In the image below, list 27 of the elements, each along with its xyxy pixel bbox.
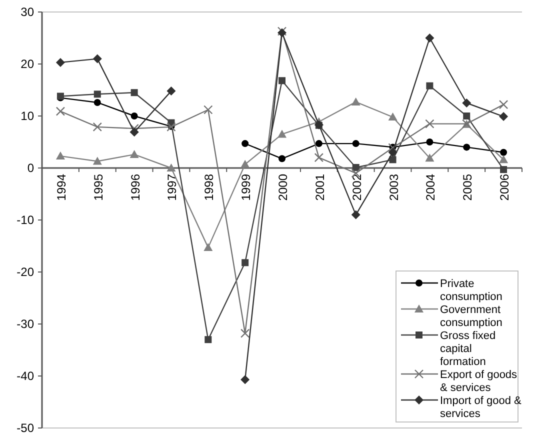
x-tick-label: 1996 <box>128 174 142 201</box>
y-tick-label: 10 <box>20 109 34 123</box>
legend-label: Private consumption <box>440 278 502 303</box>
x-tick-label: 2000 <box>276 174 290 201</box>
y-tick-label: -20 <box>16 265 34 279</box>
y-tick-label: -50 <box>16 421 34 435</box>
x-tick-label: 2005 <box>460 174 475 201</box>
y-tick-label: -30 <box>16 317 34 331</box>
legend-label: Import of good & services <box>440 395 522 420</box>
x-tick-label: 1999 <box>239 174 254 201</box>
y-tick-label: 0 <box>27 161 34 175</box>
y-tick-label: 30 <box>20 5 34 19</box>
x-tick-label: 2004 <box>424 174 438 201</box>
y-tick-label: -10 <box>16 213 34 227</box>
x-tick-label: 1994 <box>54 174 68 201</box>
x-tick-label: 2003 <box>386 174 401 201</box>
x-tick-label: 1995 <box>91 174 106 201</box>
x-tick-label: 2001 <box>312 174 327 201</box>
x-tick-label: 2006 <box>498 174 512 201</box>
legend-label: Government consumption <box>440 304 502 329</box>
legend-label: Gross fixed capital formation <box>440 330 496 368</box>
legend-label: Export of goods & services <box>440 369 518 394</box>
y-tick-label: -40 <box>16 369 34 383</box>
x-tick-label: 1998 <box>202 174 216 201</box>
x-tick-label: 2002 <box>350 174 364 201</box>
y-tick-label: 20 <box>20 57 34 71</box>
x-tick-label: 1997 <box>165 174 180 201</box>
